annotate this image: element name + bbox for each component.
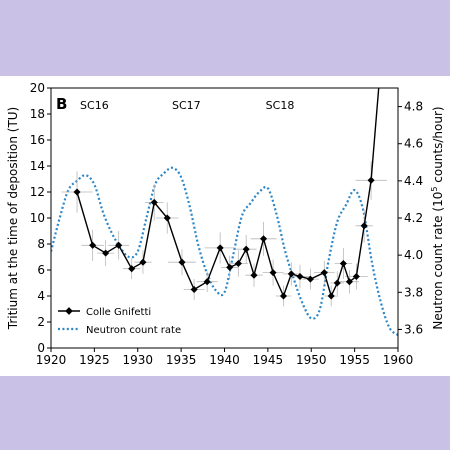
colle-gnifetti-point bbox=[269, 269, 277, 277]
y-tick-label-left: 20 bbox=[30, 81, 45, 95]
colle-gnifetti-point bbox=[327, 292, 335, 300]
colle-gnifetti-point bbox=[306, 275, 314, 283]
legend: Colle Gnifetti Neutron count rate bbox=[58, 307, 181, 336]
y-tick-label-right: 4.2 bbox=[404, 211, 423, 225]
colle-gnifetti-point bbox=[260, 235, 268, 243]
colle-gnifetti-point bbox=[333, 279, 341, 287]
colle-gnifetti-point bbox=[190, 285, 198, 294]
y-tick-label-right: 3.8 bbox=[404, 285, 423, 299]
colle-gnifetti-point bbox=[279, 292, 288, 300]
colle-gnifetti-point bbox=[250, 271, 258, 279]
colle-gnifetti-point bbox=[320, 269, 328, 277]
colle-gnifetti-point bbox=[352, 272, 360, 281]
solar-cycle-label: SC17 bbox=[172, 99, 201, 112]
x-tick-label: 1930 bbox=[122, 353, 153, 367]
colle-gnifetti-point bbox=[128, 265, 136, 273]
solar-cycle-label: SC18 bbox=[266, 99, 295, 112]
neutron-count-line bbox=[51, 166, 398, 336]
y-tick-label-left: 0 bbox=[37, 341, 45, 355]
y-tick-label-right: 4.6 bbox=[404, 137, 423, 151]
y-axis-label-left: Tritium at the time of deposition (TU) bbox=[6, 107, 20, 331]
colle-gnifetti-point bbox=[234, 259, 242, 268]
y-tick-label-left: 12 bbox=[30, 185, 45, 199]
colle-gnifetti-point bbox=[339, 259, 347, 268]
colle-gnifetti-point bbox=[287, 270, 295, 278]
colle-gnifetti-point bbox=[102, 249, 110, 257]
x-tick-label: 1955 bbox=[339, 353, 370, 367]
y-tick-label-left: 4 bbox=[37, 289, 45, 303]
colle-gnifetti-point bbox=[360, 222, 368, 230]
legend-label-neutron: Neutron count rate bbox=[86, 325, 181, 336]
colle-gnifetti-point bbox=[150, 198, 158, 206]
y-tick-label-right: 3.6 bbox=[404, 322, 423, 336]
legend-label-colle-gnifetti: Colle Gnifetti bbox=[86, 307, 151, 318]
colle-gnifetti-point bbox=[178, 258, 186, 266]
x-tick-label: 1940 bbox=[209, 353, 240, 367]
y-tick-label-right: 4.4 bbox=[404, 174, 423, 188]
solar-cycle-label: SC16 bbox=[80, 99, 109, 112]
x-tick-label: 1950 bbox=[296, 353, 327, 367]
colle-gnifetti-point bbox=[296, 272, 304, 281]
x-tick-label: 1925 bbox=[79, 353, 110, 367]
y-axis-label-right: Neutron count rate (105 counts/hour) bbox=[430, 106, 445, 329]
y-axis-label-right-main: Neutron count rate (10 bbox=[431, 192, 445, 330]
colle-gnifetti-point bbox=[89, 241, 97, 249]
colle-gnifetti-line bbox=[76, 88, 380, 298]
colle-gnifetti-point bbox=[139, 258, 147, 266]
y-tick-label-left: 16 bbox=[30, 133, 45, 147]
x-tick-label: 1935 bbox=[166, 353, 197, 367]
x-tick-label: 1920 bbox=[36, 353, 67, 367]
colle-gnifetti-point bbox=[216, 244, 224, 252]
y-tick-label-left: 18 bbox=[30, 107, 45, 121]
y-tick-label-left: 2 bbox=[37, 315, 45, 329]
y-tick-label-right: 4.8 bbox=[404, 100, 423, 114]
colle-gnifetti-point bbox=[73, 188, 81, 196]
y-axis-label-right-exp: 5 bbox=[430, 187, 439, 192]
x-tick-label: 1945 bbox=[253, 353, 284, 367]
colle-gnifetti-point bbox=[242, 245, 250, 253]
y-tick-label-right: 4.0 bbox=[404, 248, 423, 262]
chart: 1920 1925 1930 1935 1940 1945 1950 1955 1960 0 2 4 6… bbox=[6, 81, 445, 367]
x-tick-label: 1960 bbox=[383, 353, 414, 367]
panel-label: B bbox=[56, 95, 67, 113]
y-axis-label-right-tail: counts/hour) bbox=[431, 106, 445, 186]
colle-gnifetti-point bbox=[226, 263, 234, 271]
colle-gnifetti-point bbox=[115, 241, 123, 249]
y-tick-label-left: 10 bbox=[30, 211, 45, 225]
y-tick-label-left: 8 bbox=[37, 237, 45, 251]
colle-gnifetti-point bbox=[367, 176, 375, 184]
colle-gnifetti-point bbox=[203, 278, 211, 286]
legend-marker-colle-gnifetti bbox=[65, 307, 73, 315]
y-tick-label-left: 6 bbox=[37, 263, 45, 277]
colle-gnifetti-point bbox=[163, 214, 171, 222]
y-tick-label-left: 14 bbox=[30, 159, 45, 173]
colle-gnifetti-point bbox=[345, 278, 353, 286]
figure-panel: 1920 1925 1930 1935 1940 1945 1950 1955 1960 0 2 4 6… bbox=[0, 76, 450, 376]
